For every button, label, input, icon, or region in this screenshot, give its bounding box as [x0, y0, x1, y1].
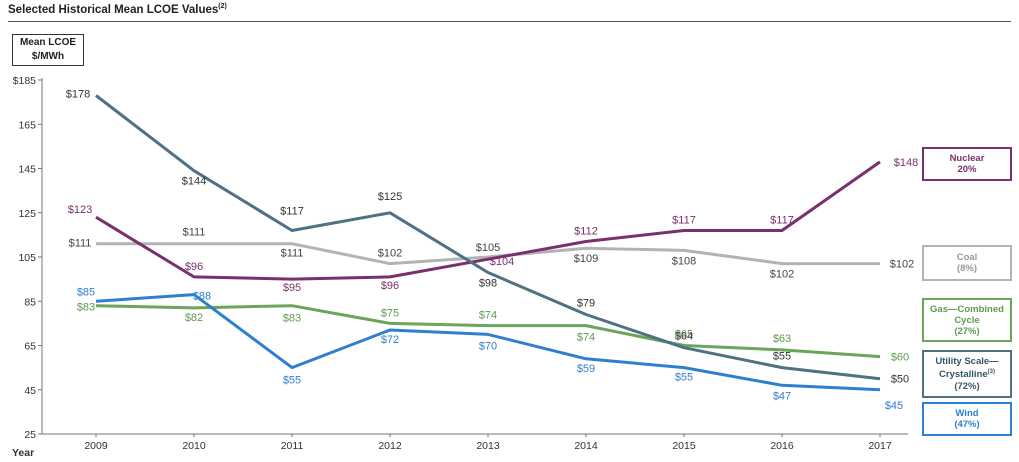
series-line-wind	[95, 293, 881, 392]
x-tick-label: 2010	[182, 440, 206, 452]
data-label: $85	[77, 286, 95, 298]
series-line-gas-combined-cycle	[95, 304, 881, 359]
x-tick-label: 2011	[281, 440, 304, 452]
y-axis-label-line1: Mean LCOE	[19, 37, 77, 48]
data-label: $108	[672, 255, 696, 267]
data-label: $111	[183, 227, 206, 239]
data-label: $123	[68, 204, 92, 216]
data-label: $79	[577, 298, 595, 310]
data-label: $45	[885, 400, 903, 412]
x-tick-label: 2013	[476, 440, 500, 452]
data-label: $96	[185, 261, 203, 273]
legend-wind-pct: (47%)	[954, 419, 980, 430]
data-label: $88	[193, 291, 211, 303]
data-label: $125	[378, 191, 402, 203]
series-line-nuclear	[95, 160, 881, 281]
data-label: $55	[773, 351, 791, 363]
x-tick-label: 2009	[84, 440, 108, 452]
legend-gas-label-2: Cycle	[954, 314, 980, 326]
y-tick-label: 165	[18, 119, 36, 131]
chart-title-text: Selected Historical Mean LCOE Values	[8, 3, 219, 16]
y-tick-label: 25	[24, 429, 36, 441]
data-label: $178	[66, 88, 90, 100]
y-tick-label: 45	[24, 385, 36, 397]
data-label: $117	[672, 214, 696, 226]
x-tick-label: 2017	[868, 440, 892, 452]
data-label: $59	[577, 363, 595, 375]
data-label: $111	[281, 248, 304, 260]
x-tick-label: 2014	[574, 440, 598, 452]
legend-gas-label: Gas—Combined	[930, 303, 1004, 315]
y-tick-label: $185	[13, 75, 37, 87]
y-tick-label: 85	[24, 296, 36, 308]
title-rule	[8, 21, 1011, 22]
legend-nuclear-label: Nuclear	[949, 153, 985, 164]
series-line-utility-scale-crystalline	[95, 94, 881, 381]
legend-solar-label: Utility Scale—	[935, 356, 999, 368]
legend-solar-note: (3)	[987, 369, 995, 376]
y-tick-label: 125	[18, 208, 36, 220]
data-label: $63	[773, 333, 791, 345]
x-tick-label: 2015	[672, 440, 696, 452]
data-label: $65	[675, 329, 693, 341]
x-axis-label: Year	[12, 447, 34, 459]
data-label: $74	[577, 332, 595, 344]
data-label: $111	[69, 238, 92, 250]
legend-solar-label-2: Crystalline(3)	[939, 369, 995, 381]
data-label: $83	[77, 302, 95, 314]
x-tick-label: 2012	[378, 440, 402, 452]
data-label: $95	[283, 282, 301, 294]
legend-coal-pct: (8%)	[956, 263, 978, 274]
data-label: $102	[378, 248, 402, 260]
y-axis-label-box: Mean LCOE $/MWh	[12, 34, 84, 66]
data-label: $112	[574, 226, 598, 238]
data-label: $50	[891, 374, 909, 386]
data-label: $47	[773, 390, 791, 402]
legend-wind-label: Wind	[955, 408, 979, 419]
data-label: $55	[675, 372, 693, 384]
data-label: $102	[890, 259, 914, 271]
legend-gas-pct: (27%)	[954, 325, 980, 337]
series-line-coal	[96, 242, 880, 266]
data-label: $117	[280, 205, 304, 217]
legend-nuclear-pct: 20%	[957, 164, 977, 175]
legend-coal: Coal (8%)	[922, 245, 1012, 281]
legend-nuclear: Nuclear 20%	[922, 147, 1012, 181]
data-label: $82	[185, 312, 203, 324]
data-label: $104	[490, 256, 514, 268]
data-label: $70	[479, 340, 497, 352]
legend-gas: Gas—Combined Cycle (27%)	[922, 298, 1012, 342]
data-label: $74	[479, 310, 497, 322]
x-tick-label: 2016	[770, 440, 794, 452]
y-tick-label: 145	[18, 164, 36, 176]
legend-solar-pct: (72%)	[954, 380, 980, 392]
y-tick-label: 105	[18, 252, 36, 264]
chart-title: Selected Historical Mean LCOE Values(2)	[8, 3, 227, 16]
data-label: $98	[479, 277, 497, 289]
y-axis-label-line2: $/MWh	[31, 51, 65, 62]
data-label: $75	[381, 307, 399, 319]
data-label: $117	[770, 214, 794, 226]
data-label: $96	[381, 280, 399, 292]
data-label: $148	[894, 157, 918, 169]
data-label: $60	[891, 352, 909, 364]
data-label: $64	[675, 331, 693, 343]
chart-title-note: (2)	[218, 3, 227, 10]
y-tick-label: 65	[24, 341, 36, 353]
data-label: $83	[283, 313, 301, 325]
data-label: $109	[574, 253, 598, 265]
data-label: $72	[381, 334, 399, 346]
data-label: $144	[182, 176, 206, 188]
data-label: $55	[283, 375, 301, 387]
data-label: $102	[770, 269, 794, 281]
data-label: $105	[476, 242, 500, 254]
legend-wind: Wind (47%)	[922, 402, 1012, 436]
legend-coal-label: Coal	[956, 252, 978, 263]
legend-solar: Utility Scale— Crystalline(3) (72%)	[922, 350, 1012, 398]
